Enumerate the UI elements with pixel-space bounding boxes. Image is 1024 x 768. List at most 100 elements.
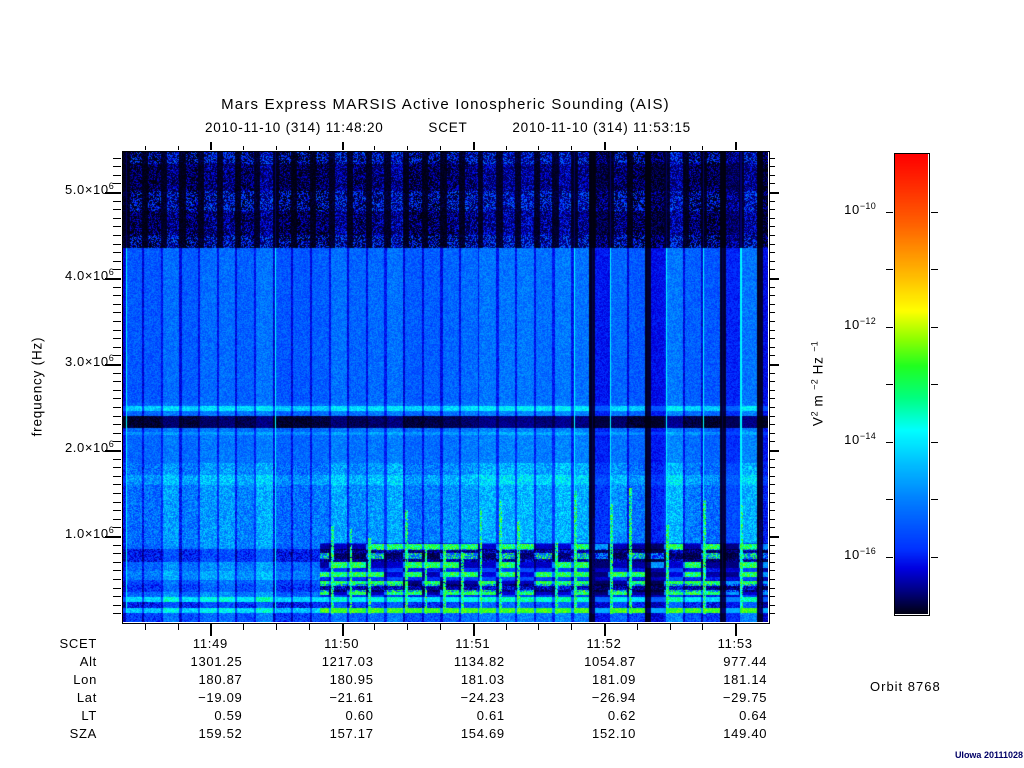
- y-axis-tick: [113, 544, 121, 546]
- x-axis-tick: [472, 142, 475, 150]
- y-axis-tick: [770, 449, 779, 452]
- x-axis-tick: [440, 146, 442, 150]
- credit-stamp: UIowa 20111028: [954, 750, 1023, 760]
- x-axis-tick: [636, 624, 638, 630]
- colorbar-tick: [886, 384, 893, 385]
- y-axis-tick: [113, 174, 121, 176]
- y-axis-tick: [770, 510, 775, 512]
- y-axis-tick: [113, 372, 121, 374]
- y-axis-tick: [113, 269, 121, 271]
- x-axis-tick: [538, 146, 540, 150]
- x-axis-tick: [669, 146, 671, 150]
- orbit-label: Orbit 8768: [870, 679, 941, 694]
- table-cell-lat: −29.75: [722, 690, 768, 705]
- y-axis-tick: [113, 432, 121, 434]
- x-axis-tick: [407, 146, 409, 150]
- y-axis-tick: [770, 475, 775, 477]
- x-axis-tick: [210, 624, 213, 636]
- y-axis-tick: [113, 561, 121, 563]
- y-axis-tick: [105, 535, 121, 538]
- y-axis-tick: [113, 578, 121, 580]
- subtitle-row: 2010-11-10 (314) 11:48:20 SCET 2010-11-1…: [205, 120, 691, 135]
- spectrogram-canvas: [123, 152, 768, 622]
- y-axis-tick: [113, 415, 121, 417]
- table-cell-lt: 0.59: [214, 708, 243, 723]
- y-axis-tick: [113, 518, 121, 520]
- y-axis-tick: [770, 166, 775, 168]
- colorbar-tick: [931, 211, 938, 213]
- y-axis-tick: [770, 518, 775, 520]
- subtitle-end-time: 2010-11-10 (314) 11:53:15: [512, 120, 691, 135]
- colorbar-label-base: 10: [844, 431, 860, 447]
- x-axis-tick: [735, 624, 738, 636]
- y-axis-tick: [113, 424, 121, 426]
- x-axis-tick: [505, 624, 507, 630]
- x-axis-tick: [177, 146, 179, 150]
- table-cell-alt: 1301.25: [190, 654, 243, 669]
- x-axis-tick: [374, 146, 376, 150]
- unit-text: V: [810, 416, 826, 427]
- y-axis-tick: [113, 527, 121, 529]
- y-axis-tick: [770, 269, 775, 271]
- y-tick-mantissa: 4.0×10: [64, 267, 109, 283]
- table-cell-lt: 0.61: [476, 708, 505, 723]
- colorbar-tick-label: 10−14: [806, 430, 876, 447]
- y-tick-label: 2.0×106: [30, 439, 114, 455]
- y-axis-tick: [770, 613, 775, 615]
- colorbar-label-base: 10: [844, 316, 860, 332]
- colorbar-tick: [931, 384, 938, 385]
- colorbar-tick: [886, 326, 893, 328]
- x-axis-tick: [374, 624, 376, 630]
- x-axis-tick: [243, 624, 245, 630]
- x-axis-tick: [604, 142, 607, 150]
- y-axis-tick: [770, 596, 775, 598]
- y-tick-mantissa: 2.0×10: [64, 439, 109, 455]
- table-cell-lat: −24.23: [460, 690, 505, 705]
- colorbar-label-exponent: −14: [859, 430, 876, 441]
- y-axis-tick: [113, 510, 121, 512]
- x-axis-tick: [636, 146, 638, 150]
- y-axis-tick: [770, 209, 775, 211]
- y-axis-tick: [770, 252, 775, 254]
- y-axis-tick: [770, 604, 775, 606]
- y-axis-tick: [113, 260, 121, 262]
- y-axis-tick: [113, 295, 121, 297]
- y-axis-tick: [113, 209, 121, 211]
- table-cell-sza: 154.69: [460, 726, 505, 741]
- colorbar-tick: [886, 556, 893, 558]
- y-axis-tick: [113, 200, 121, 202]
- y-axis-tick: [113, 484, 121, 486]
- y-axis-tick: [113, 234, 121, 236]
- y-axis-tick: [113, 346, 121, 348]
- y-axis-tick: [113, 166, 121, 168]
- subtitle-start-time: 2010-11-10 (314) 11:48:20: [205, 120, 384, 135]
- y-axis-tick: [770, 329, 775, 331]
- table-cell-sza: 149.40: [723, 726, 768, 741]
- y-axis-tick: [770, 424, 775, 426]
- y-axis-tick: [770, 415, 775, 417]
- x-axis-tick: [144, 146, 146, 150]
- y-axis-tick: [113, 613, 121, 615]
- table-cell-lon: 180.87: [198, 672, 243, 687]
- y-axis-tick: [113, 312, 121, 314]
- y-axis-tick: [770, 226, 775, 228]
- x-axis-tick: [341, 624, 344, 636]
- y-axis-tick: [113, 157, 121, 159]
- y-axis-tick: [113, 286, 121, 288]
- table-row-label: LT: [81, 708, 97, 723]
- y-tick-mantissa: 1.0×10: [64, 525, 109, 541]
- y-axis-tick: [770, 338, 775, 340]
- x-axis-tick: [308, 624, 310, 630]
- y-axis-tick: [113, 501, 121, 503]
- colorbar-tick: [931, 441, 938, 443]
- y-axis-tick: [770, 320, 775, 322]
- colorbar-tick-label: 10−16: [806, 546, 876, 562]
- y-axis-tick: [770, 578, 775, 580]
- table-cell-lt: 0.62: [607, 708, 637, 723]
- y-axis-tick: [770, 527, 775, 529]
- y-axis-tick: [770, 544, 775, 546]
- x-axis-tick: [341, 142, 344, 150]
- y-axis-tick: [113, 587, 121, 589]
- table-cell-alt: 977.44: [723, 654, 768, 669]
